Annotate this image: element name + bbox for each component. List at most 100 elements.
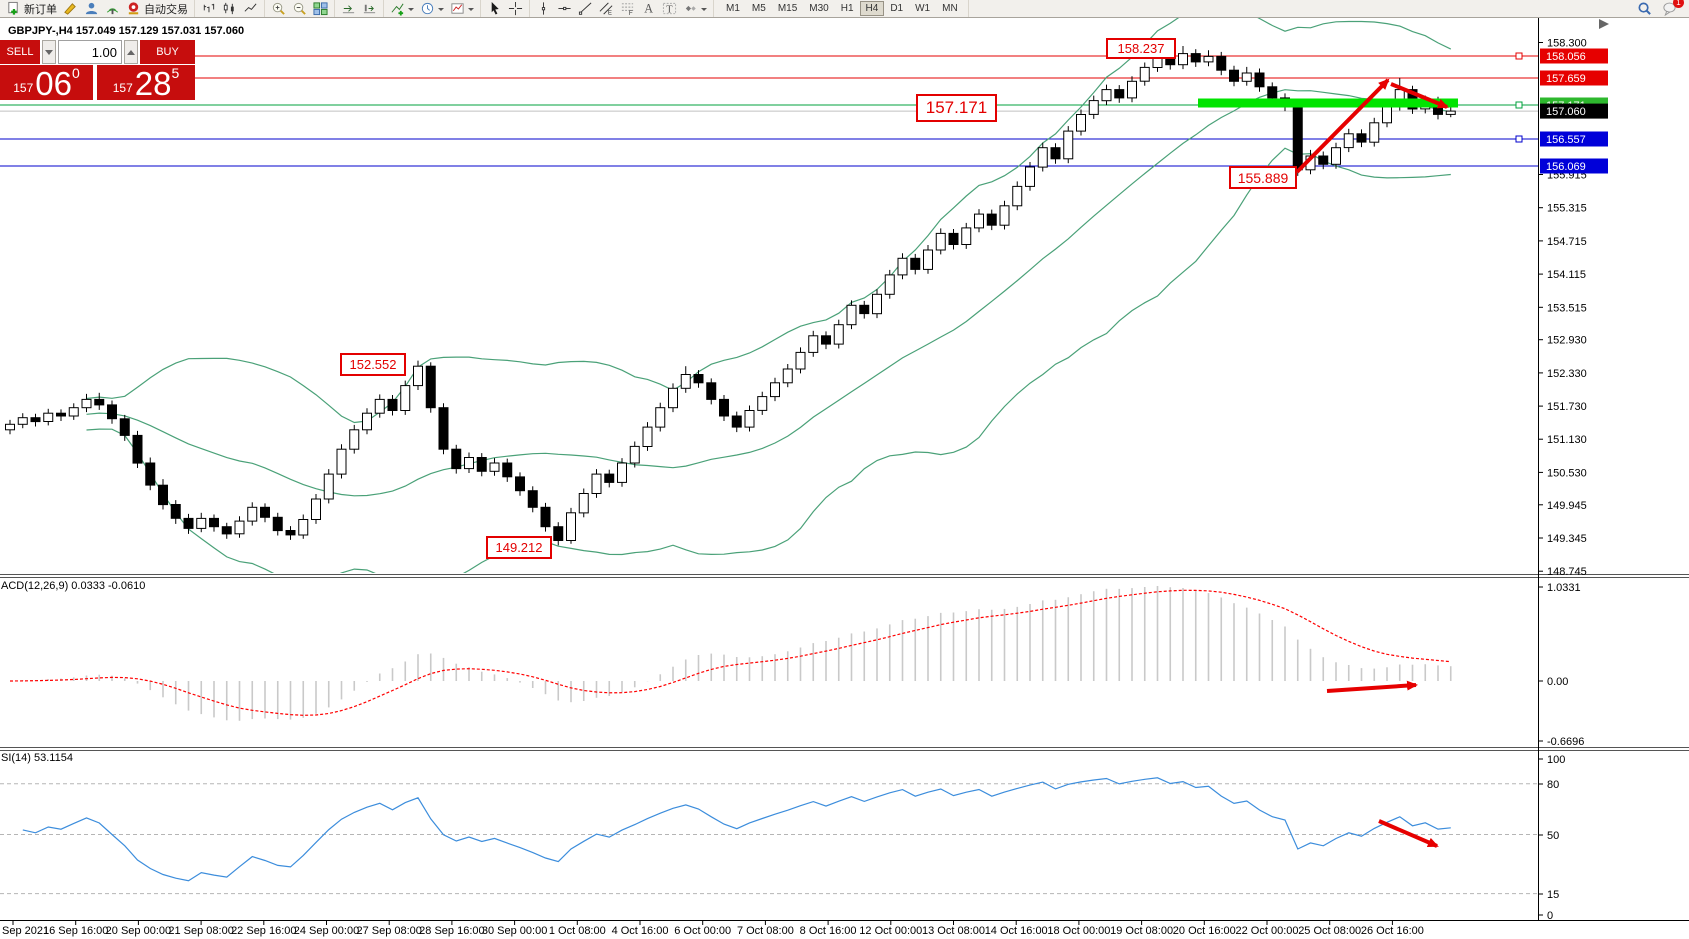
toolbar-group-zoom [265,0,335,17]
profile-button[interactable] [82,1,101,17]
equidistant-channel-button[interactable]: E [597,1,616,17]
svg-text:A: A [644,2,653,16]
timeframe-h4-button[interactable]: H4 [859,1,885,16]
chevron-down-icon [408,7,414,14]
autotrading-icon [128,2,139,15]
timeframe-m1-button[interactable]: M1 [726,3,740,14]
svg-text:153.515: 153.515 [1547,302,1587,314]
signals-button[interactable] [103,1,122,17]
chart-shift-button[interactable] [360,1,379,17]
timeframe-m5-button[interactable]: M5 [751,3,766,14]
templates-icon [451,3,464,14]
svg-text:100: 100 [1547,754,1565,766]
svg-text:80: 80 [1547,779,1559,791]
rsi-indicator-label: SI(14) 53.1154 [1,752,73,764]
sell-button[interactable]: SELL [0,40,40,64]
svg-text:1 Oct 08:00: 1 Oct 08:00 [549,925,606,937]
crosshair-icon [508,1,523,16]
timeframe-d1-button[interactable]: D1 [890,3,904,14]
hline-icon [558,6,571,11]
volume-input[interactable] [58,40,122,64]
timeframe-mn-button[interactable]: MN [942,3,958,14]
periods-button[interactable] [418,1,446,17]
styler-button[interactable] [61,1,80,17]
svg-text:152.330: 152.330 [1547,368,1587,380]
svg-text:50: 50 [1547,830,1559,842]
svg-text:21 Sep 08:00: 21 Sep 08:00 [168,925,233,937]
svg-text:1.0331: 1.0331 [1547,582,1581,594]
text-button[interactable]: A [639,1,658,17]
svg-text:151.130: 151.130 [1547,434,1587,446]
crosshair-button[interactable] [506,1,525,17]
chevron-down-icon [701,7,707,14]
svg-text:156.557: 156.557 [1546,134,1586,146]
svg-text:0.00: 0.00 [1547,676,1568,688]
svg-text:20 Oct 16:00: 20 Oct 16:00 [1173,925,1236,937]
buy-button[interactable]: BUY [140,40,195,64]
timeframe-m15-button[interactable]: M15 [777,3,798,14]
svg-text:154.115: 154.115 [1547,269,1586,281]
macd-pane [9,586,1452,721]
rsi-arrow [1378,819,1439,848]
triangle-down-icon [45,49,53,59]
toolbar-right: 1 [1635,0,1689,17]
tile-windows-button[interactable] [311,1,330,17]
chat-icon [1663,2,1676,16]
svg-text:Sep 2021: Sep 2021 [2,925,49,937]
macd-indicator-label: ACD(12,26,9) 0.0333 -0.0610 [1,580,146,592]
toolbar-group-pointer [481,0,530,17]
toolbar-group-chart-types [195,0,265,17]
zoom-in-icon [272,2,285,15]
toolbar-group-scroll [335,0,384,17]
new-order-button[interactable]: 新订单 [4,1,59,17]
fibo-icon: F [621,3,634,16]
buy-price-main: 28 [134,65,172,102]
svg-text:26 Oct 16:00: 26 Oct 16:00 [1361,925,1424,937]
timeframe-m30-button[interactable]: M30 [809,3,829,14]
toolbar-button-label: 新订单 [24,3,57,16]
vertical-line-button[interactable] [534,1,553,17]
trend-arrow [1295,78,1390,174]
search-button[interactable] [1635,1,1654,17]
fibonacci-button[interactable]: F [618,1,637,17]
svg-text:4 Oct 16:00: 4 Oct 16:00 [612,925,669,937]
sell-price-box[interactable]: 157 06 0 [0,65,93,100]
signal-icon [107,8,118,15]
line-chart-button[interactable] [241,1,260,17]
indicators-button[interactable] [388,1,416,17]
zoom-in-button[interactable] [269,1,288,17]
auto-scroll-button[interactable] [339,1,358,17]
templates-button[interactable] [448,1,476,17]
notifications-button[interactable]: 1 [1660,0,1684,17]
timeframe-w1-button[interactable]: W1 [915,3,931,14]
bar-chart-button[interactable] [199,1,218,17]
text-label-button[interactable]: T [660,1,679,17]
svg-text:25 Oct 08:00: 25 Oct 08:00 [1298,925,1361,937]
cursor-button[interactable] [485,1,504,17]
trade-panel-controls: SELL BUY [0,40,195,64]
svg-text:15: 15 [1547,889,1559,901]
svg-text:149.945: 149.945 [1547,500,1587,512]
arrows-button[interactable] [681,1,709,17]
trendline-button[interactable] [576,1,595,17]
svg-text:12 Oct 00:00: 12 Oct 00:00 [859,925,922,937]
timeframe-h1-button[interactable]: H1 [840,3,854,14]
volume-increase-button[interactable] [124,40,138,64]
new-order-icon [8,1,18,15]
styler-icon [64,3,76,15]
toolbar-button-label: 自动交易 [144,3,188,16]
zoom-out-button[interactable] [290,1,309,17]
trade-panel-prices: 157 06 0 157 28 5 [0,65,195,100]
svg-text:28 Sep 16:00: 28 Sep 16:00 [419,925,484,937]
autotrading-button[interactable]: 自动交易 [124,1,190,17]
volume-decrease-button[interactable] [42,40,56,64]
svg-text:19 Oct 08:00: 19 Oct 08:00 [1110,925,1173,937]
svg-text:158.056: 158.056 [1546,51,1586,63]
horizontal-line-button[interactable] [555,1,574,17]
triangle-up-icon [127,46,135,55]
buy-price-box[interactable]: 157 28 5 [97,65,195,100]
candlestick-chart-button[interactable] [220,1,239,17]
bollinger-bands [86,18,1452,573]
